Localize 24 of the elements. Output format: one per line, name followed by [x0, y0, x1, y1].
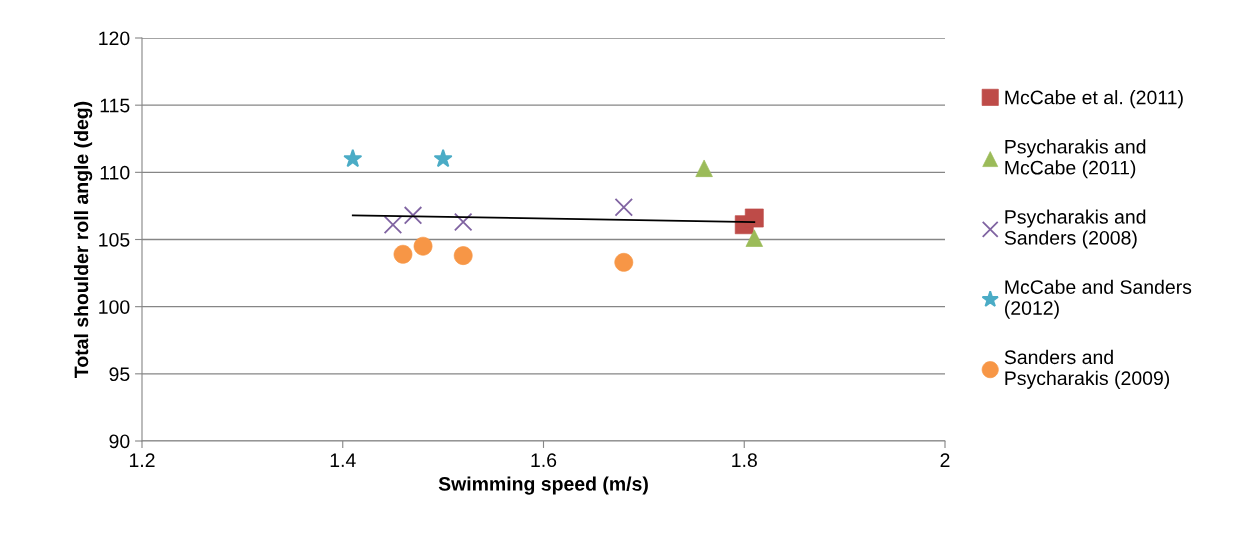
y-tick-label: 100	[99, 300, 130, 314]
point	[614, 198, 634, 217]
y-tick-label: 115	[100, 98, 130, 113]
y-axis-title: Total shoulder roll angle (deg)	[73, 101, 93, 378]
y-tick-label: 95	[109, 367, 130, 382]
x-tick-label: 2	[940, 453, 950, 467]
legend-label: McCabe et al. (2011)	[1005, 90, 1183, 109]
legend-label: Psycharakis and McCabe (2011)	[1005, 139, 1146, 179]
point	[403, 206, 423, 225]
point	[433, 148, 453, 168]
y-tick-label: 110	[100, 165, 130, 180]
x-tick-label: 1.2	[129, 453, 155, 467]
legend-label: McCabe and Sanders (2012)	[1005, 279, 1192, 319]
x-axis-title: Swimming speed (m/s)	[438, 476, 648, 495]
x-tick-label: 1.6	[531, 453, 557, 468]
x-tick-label: 1.4	[330, 453, 356, 467]
point	[343, 148, 363, 168]
y-tick-label: 90	[109, 434, 130, 449]
point	[453, 212, 473, 232]
legend-label: Psycharakis and Sanders (2008)	[1004, 209, 1146, 249]
x-tick-label: 1.8	[732, 453, 757, 468]
y-tick-label: 105	[99, 232, 130, 247]
y-tick-label: 120	[99, 31, 130, 46]
legend-label: Sanders and Psycharakis (2009)	[1004, 349, 1170, 389]
